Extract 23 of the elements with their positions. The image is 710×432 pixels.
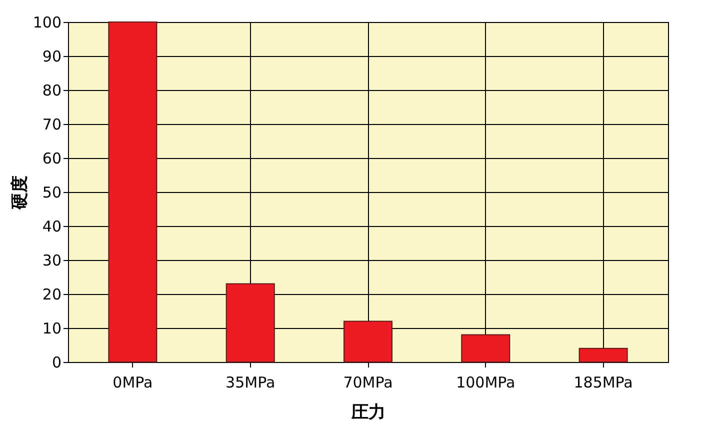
y-tick-label: 90 [42,48,62,66]
y-tick-label: 80 [42,82,62,100]
x-tick-label: 35MPa [226,374,276,392]
y-tick-label: 40 [42,218,62,236]
y-tick-label: 60 [42,150,62,168]
bar [461,334,510,362]
x-tick-label: 100MPa [456,374,516,392]
y-tick-label: 100 [32,14,62,32]
x-tick-label: 70MPa [343,374,393,392]
bar [108,22,158,362]
y-tick-label: 70 [42,116,62,134]
x-axis-title: 圧力 [350,402,386,422]
y-tick-label: 50 [42,184,62,202]
x-tick-label: 0MPa [112,374,153,392]
y-tick-label: 30 [42,252,62,270]
bar [578,348,628,362]
y-tick-label: 10 [42,320,62,338]
bar [226,283,275,362]
y-tick-label: 0 [52,354,62,372]
bar [344,320,392,362]
y-axis-title: 硬度 [10,176,30,210]
x-tick-label: 185MPa [574,374,633,392]
y-tick-label: 20 [42,286,62,304]
